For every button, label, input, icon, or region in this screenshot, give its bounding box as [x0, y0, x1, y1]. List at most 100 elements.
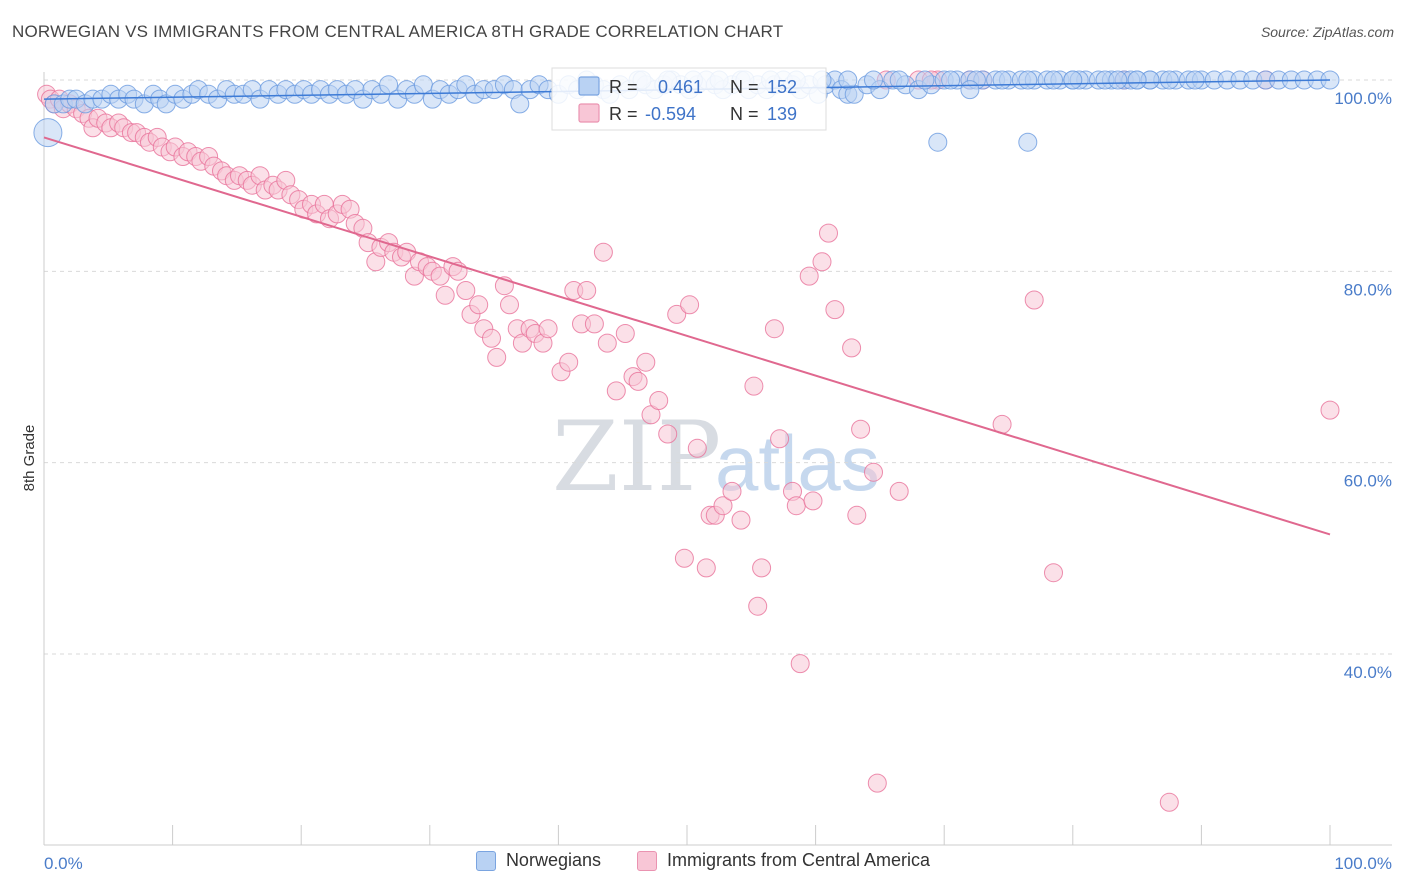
immigrant-point: [435, 285, 455, 305]
norwegian-point: [33, 118, 63, 148]
y-tick-label-3: 40.0%: [1344, 663, 1392, 682]
immigrant-point: [538, 319, 558, 339]
stats-n-label-pink: N =: [730, 104, 759, 124]
y-tick-label-2: 60.0%: [1344, 472, 1392, 491]
axes: [43, 72, 1392, 846]
watermark: ZIP atlas: [552, 401, 880, 513]
stats-r-label-pink: R =: [609, 104, 638, 124]
stats-swatch-pink: [578, 103, 600, 123]
immigrant-point: [1044, 563, 1063, 583]
immigrant-point: [606, 381, 626, 401]
chart-source: Source: ZipAtlas.com: [1260, 24, 1394, 40]
stats-r-value-blue: 0.461: [658, 77, 703, 97]
immigrant-point: [867, 773, 887, 793]
immigrant-point: [812, 252, 832, 272]
immigrant-point: [731, 510, 751, 530]
norwegian-point: [1127, 70, 1147, 90]
norwegian-point: [915, 70, 935, 90]
immigrant-point: [799, 266, 819, 286]
immigrant-point: [500, 295, 519, 315]
x-tick-label-left: 0.0%: [44, 854, 83, 873]
immigrant-point: [790, 654, 810, 674]
immigrant-point: [593, 242, 613, 262]
immigrant-point: [842, 338, 862, 358]
y-tick-label-0: 100.0%: [1334, 89, 1392, 108]
immigrant-trend-line: [43, 136, 1331, 536]
immigrant-point: [696, 558, 716, 578]
immigrant-point: [430, 266, 450, 286]
gridlines: [44, 79, 1392, 655]
stats-r-label-blue: R =: [609, 77, 638, 97]
immigrant-point: [748, 596, 768, 616]
norwegian-point: [1018, 132, 1038, 152]
x-ticks: [172, 825, 1331, 845]
immigrant-point: [636, 352, 656, 372]
stats-swatch-blue: [578, 76, 600, 96]
immigrant-point: [1159, 792, 1179, 812]
norwegian-point: [864, 70, 883, 90]
legend-label-immigrants: Immigrants from Central America: [666, 850, 931, 870]
norwegian-point: [510, 94, 530, 114]
stats-n-value-pink: 139: [767, 104, 797, 124]
immigrant-point: [469, 295, 489, 315]
x-tick-label-right: 100.0%: [1334, 854, 1392, 873]
norwegian-point: [889, 70, 909, 90]
immigrant-point: [615, 324, 635, 343]
norwegian-point: [1044, 70, 1063, 90]
immigrant-point: [803, 491, 823, 511]
norwegian-point: [1185, 70, 1205, 90]
immigrant-point: [713, 496, 733, 516]
stats-n-label-blue: N =: [730, 77, 759, 97]
stats-n-value-blue: 152: [767, 77, 797, 97]
immigrant-point: [1320, 400, 1340, 420]
immigrant-point: [628, 371, 648, 391]
series-legend: Norwegians Immigrants from Central Ameri…: [0, 850, 1406, 871]
norwegian-point: [941, 70, 961, 90]
immigrant-point: [658, 424, 678, 444]
stats-r-value-pink: -0.594: [645, 104, 696, 124]
immigrant-point: [819, 223, 838, 243]
immigrant-point: [680, 295, 700, 315]
immigrant-point: [786, 496, 806, 516]
norwegian-point: [838, 70, 858, 90]
norwegian-point: [928, 132, 948, 152]
norwegian-point: [1159, 70, 1179, 90]
immigrant-point: [770, 429, 790, 449]
norwegian-point: [992, 70, 1012, 90]
immigrant-point: [577, 281, 597, 300]
chart-title: NORWEGIAN VS IMMIGRANTS FROM CENTRAL AME…: [12, 22, 784, 41]
immigrant-point: [864, 462, 883, 482]
y-tick-labels: 100.0% 80.0% 60.0% 40.0%: [1334, 89, 1392, 682]
immigrant-point: [674, 548, 694, 568]
legend-swatch-immigrants: [636, 850, 657, 871]
y-axis-title: 8th Grade: [21, 425, 38, 492]
immigrant-point: [744, 376, 764, 396]
immigrant-point: [597, 333, 617, 353]
immigrant-point: [764, 319, 784, 339]
immigrant-point: [825, 300, 845, 320]
y-tick-label-1: 80.0%: [1344, 280, 1392, 299]
immigrant-point: [1024, 290, 1044, 310]
immigrant-point: [847, 505, 867, 525]
immigrant-point: [851, 419, 871, 439]
immigrant-point: [559, 352, 579, 372]
series-immigrants-points: [37, 70, 1340, 812]
legend-item-norwegians[interactable]: Norwegians: [475, 850, 601, 871]
legend-label-norwegians: Norwegians: [505, 850, 601, 870]
immigrant-point: [889, 481, 909, 501]
legend-swatch-norwegians: [475, 850, 496, 871]
immigrant-point: [487, 347, 507, 367]
legend-item-immigrants[interactable]: Immigrants from Central America: [636, 850, 931, 871]
immigrant-point: [722, 481, 742, 501]
norwegian-point: [960, 80, 980, 100]
norwegian-point: [1063, 70, 1083, 90]
immigrant-point: [456, 281, 476, 300]
immigrant-point: [752, 558, 772, 578]
immigrant-point: [482, 328, 501, 348]
norwegian-point: [1018, 70, 1038, 90]
stats-legend: R = 0.461 N = 152 R = -0.594 N = 139: [551, 67, 827, 131]
immigrant-point: [687, 438, 707, 458]
immigrant-point: [584, 314, 604, 334]
immigrant-point: [649, 391, 669, 410]
